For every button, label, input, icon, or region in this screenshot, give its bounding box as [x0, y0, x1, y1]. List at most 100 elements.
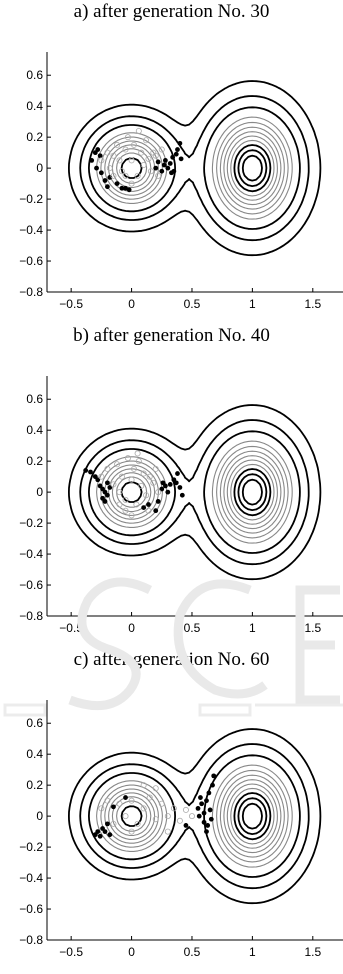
data-point-hollow — [124, 455, 131, 462]
data-point-hollow — [114, 461, 121, 468]
contour-lines — [68, 80, 322, 257]
data-point-filled — [83, 468, 89, 473]
data-point-filled — [153, 508, 159, 514]
y-tick-label: −0.4 — [19, 547, 43, 561]
y-tick-label: −0.4 — [19, 223, 43, 237]
data-point-hollow — [146, 473, 153, 480]
chart-panel-a: a) after generation No. 30 −0.5 0 0.5 1 1.5 0… — [0, 0, 343, 325]
data-point-hollow — [152, 465, 159, 472]
data-point-filled — [97, 833, 103, 839]
contour-level — [68, 404, 322, 581]
data-point-filled — [98, 170, 104, 176]
y-tick-label: −0.8 — [19, 933, 43, 947]
y-tick-label: 0.2 — [26, 454, 43, 468]
data-point-hollow — [145, 155, 152, 162]
data-point-hollow — [130, 465, 137, 472]
data-point-hollow — [170, 805, 177, 812]
contour-level — [79, 743, 310, 890]
data-point-filled — [163, 157, 168, 163]
data-point-filled — [159, 486, 165, 492]
data-points — [89, 127, 184, 193]
data-point-hollow — [104, 149, 111, 156]
data-point-filled — [159, 168, 165, 174]
data-point-hollow — [116, 800, 123, 807]
data-point-hollow — [150, 479, 157, 486]
y-tick-label: 0 — [36, 161, 43, 175]
data-point-hollow — [182, 806, 189, 813]
data-point-filled — [105, 821, 110, 827]
data-point-filled — [199, 801, 205, 807]
data-point-filled — [195, 805, 201, 811]
contour-lines — [68, 728, 322, 905]
data-point-hollow — [147, 168, 154, 175]
data-point-hollow — [145, 507, 152, 514]
x-tick-label: 0.5 — [184, 945, 201, 959]
data-point-filled — [161, 162, 167, 168]
y-tick-label: −0.6 — [19, 902, 43, 916]
contour-level — [237, 473, 268, 511]
data-point-hollow — [122, 172, 129, 179]
x-tick-label: 0 — [128, 621, 135, 635]
data-point-hollow — [140, 470, 147, 477]
data-point-hollow — [128, 476, 135, 483]
y-tick-label: 0.2 — [26, 778, 43, 792]
x-tick-label: 0 — [128, 945, 135, 959]
contour-level — [111, 783, 278, 849]
data-point-filled — [208, 816, 214, 822]
data-point-filled — [95, 829, 101, 835]
data-point-hollow — [158, 800, 165, 807]
contour-level — [241, 478, 263, 506]
y-tick-label: 0.2 — [26, 130, 43, 144]
data-point-hollow — [164, 813, 171, 820]
data-point-filled — [155, 159, 161, 165]
data-point-filled — [173, 151, 179, 157]
data-point-hollow — [124, 134, 131, 141]
data-point-filled — [179, 492, 185, 498]
data-point-hollow — [116, 489, 123, 496]
contour-level — [68, 728, 322, 905]
data-point-hollow — [146, 794, 153, 801]
data-point-filled — [105, 492, 110, 498]
data-point-filled — [198, 795, 203, 800]
x-tick-label: 1.5 — [304, 621, 321, 635]
x-tick-label: 1 — [249, 945, 256, 959]
contour-level — [88, 754, 301, 878]
contour-level — [100, 121, 289, 215]
y-tick-label: 0.6 — [26, 68, 43, 82]
contour-level — [116, 787, 275, 845]
data-point-filled — [177, 140, 183, 146]
data-point-hollow — [110, 481, 117, 488]
data-point-hollow — [116, 501, 123, 508]
x-tick-label: 1.5 — [304, 945, 321, 959]
data-point-hollow — [133, 501, 140, 508]
data-point-hollow — [140, 805, 147, 812]
data-point-hollow — [135, 458, 142, 465]
data-point-hollow — [152, 785, 159, 792]
data-point-filled — [102, 829, 108, 835]
data-point-filled — [123, 795, 128, 800]
data-point-filled — [201, 810, 207, 816]
data-point-hollow — [118, 473, 125, 480]
y-tick-label: −0.4 — [19, 871, 43, 885]
data-point-hollow — [104, 797, 111, 804]
data-point-filled — [211, 773, 217, 779]
data-point-hollow — [110, 820, 117, 827]
chart-plot-a: −0.5 0 0.5 1 1.5 0.6 0.4 0.2 0 −0.2 −0.4 −0.6 −0.8 — [19, 52, 343, 311]
data-point-filled — [126, 187, 132, 193]
y-tick-label: −0.6 — [19, 578, 43, 592]
data-point-hollow — [104, 465, 111, 472]
data-point-filled — [102, 499, 108, 504]
data-point-filled — [196, 813, 202, 819]
y-tick-label: −0.2 — [19, 192, 43, 206]
chart-plot-c: −0.5 0 0.5 1 1.5 0.6 0.4 0.2 0 −0.2 −0.4 −0.6 −0.8 — [19, 700, 343, 959]
contour-level — [79, 95, 310, 242]
data-point-filled — [201, 819, 207, 825]
data-point-filled — [165, 165, 171, 171]
data-point-filled — [204, 798, 209, 804]
data-point-filled — [183, 823, 189, 828]
chart-panel-b: b) after generation No. 40 −0.5 0 0.5 1 1.5 0… — [0, 324, 343, 649]
data-point-hollow — [138, 149, 145, 156]
y-tick-label: −0.2 — [19, 516, 43, 530]
contour-level — [88, 430, 301, 554]
data-point-hollow — [128, 797, 135, 804]
